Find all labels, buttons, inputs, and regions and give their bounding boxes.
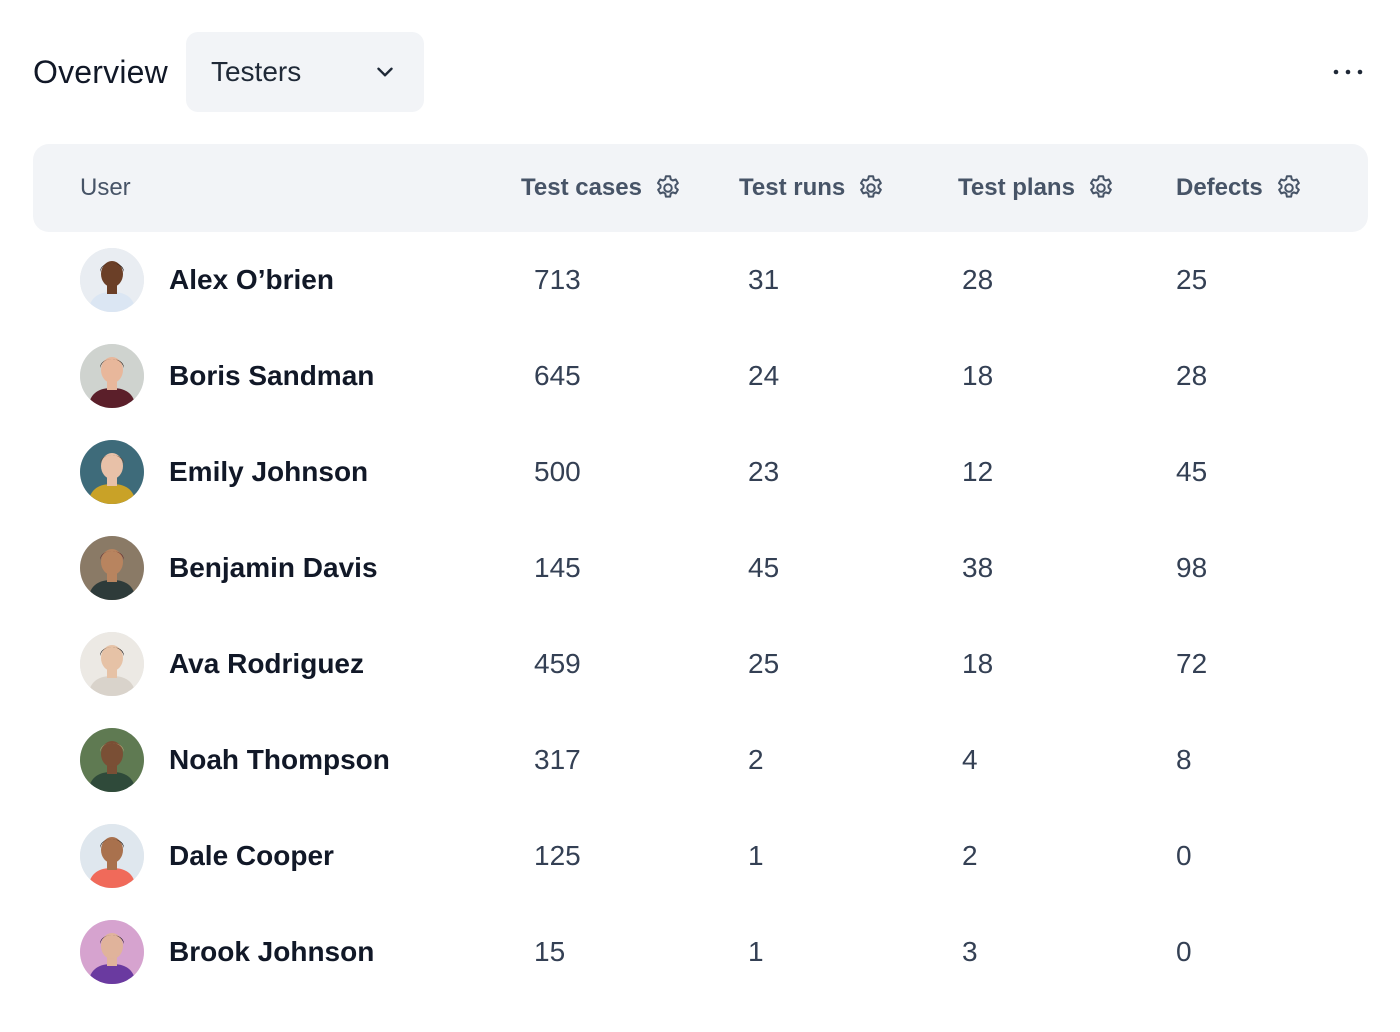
avatar[interactable] [80,248,144,312]
table-row[interactable]: Brook Johnson 15 1 3 0 [0,904,1400,1000]
test-plans-value: 2 [962,840,978,871]
test-plans-value: 18 [962,360,994,391]
table-row[interactable]: Benjamin Davis 145 45 38 98 [0,520,1400,616]
gear-icon[interactable] [1086,173,1116,203]
test-plans-value: 3 [962,936,978,967]
column-header-label: Test plans [958,174,1075,201]
user-avatar-icon [80,440,144,504]
defects-value: 72 [1176,648,1208,679]
avatar[interactable] [80,824,144,888]
user-avatar-icon [80,632,144,696]
column-header-label: Test runs [739,174,846,201]
test-plans-value: 18 [962,648,994,679]
page-header: Overview Testers [33,32,1368,112]
test-plans-value: 28 [962,264,994,295]
user-name[interactable]: Emily Johnson [169,456,369,487]
column-header-defects[interactable]: Defects [1176,144,1304,232]
test-runs-value: 31 [748,264,780,295]
column-header-test-runs[interactable]: Test runs [739,144,886,232]
column-header-label: Test cases [521,174,642,201]
test-runs-value: 45 [748,552,780,583]
test-runs-value: 25 [748,648,780,679]
test-cases-value: 500 [534,456,581,487]
table-row[interactable]: Ava Rodriguez 459 25 18 72 [0,616,1400,712]
avatar[interactable] [80,632,144,696]
test-runs-value: 1 [748,936,764,967]
avatar[interactable] [80,440,144,504]
test-cases-value: 645 [534,360,581,391]
defects-value: 45 [1176,456,1208,487]
table-row[interactable]: Noah Thompson 317 2 4 8 [0,712,1400,808]
role-select-value: Testers [210,56,302,87]
test-cases-value: 145 [534,552,581,583]
user-name[interactable]: Alex O’brien [169,264,334,295]
test-cases-value: 713 [534,264,581,295]
test-cases-value: 317 [534,744,581,775]
table-row[interactable]: Boris Sandman 645 24 18 28 [0,328,1400,424]
user-name[interactable]: Benjamin Davis [169,552,378,583]
test-plans-value: 12 [962,456,994,487]
gear-icon[interactable] [856,173,886,203]
table-row[interactable]: Emily Johnson 500 23 12 45 [0,424,1400,520]
avatar[interactable] [80,920,144,984]
defects-value: 8 [1176,744,1192,775]
chevron-down-icon [377,67,393,77]
user-name[interactable]: Boris Sandman [169,360,375,391]
avatar[interactable] [80,536,144,600]
test-cases-value: 459 [534,648,581,679]
test-runs-value: 24 [748,360,780,391]
defects-value: 98 [1176,552,1208,583]
column-header-test-plans[interactable]: Test plans [958,144,1116,232]
defects-value: 28 [1176,360,1208,391]
column-header-user[interactable]: User [80,144,131,232]
table-row[interactable]: Alex O’brien 713 31 28 25 [0,232,1400,328]
more-options-button[interactable] [1328,52,1368,92]
defects-value: 0 [1176,840,1192,871]
user-name[interactable]: Ava Rodriguez [169,648,364,679]
user-avatar-icon [80,248,144,312]
user-avatar-icon [80,344,144,408]
table-row[interactable]: Dale Cooper 125 1 2 0 [0,808,1400,904]
defects-value: 25 [1176,264,1208,295]
column-header-label: Defects [1176,174,1263,201]
gear-icon[interactable] [1274,173,1304,203]
user-name[interactable]: Dale Cooper [169,840,334,871]
test-cases-value: 15 [534,936,566,967]
user-avatar-icon [80,920,144,984]
test-runs-value: 1 [748,840,764,871]
test-runs-value: 23 [748,456,780,487]
column-header-test-cases[interactable]: Test cases [521,144,683,232]
user-avatar-icon [80,536,144,600]
test-plans-value: 38 [962,552,994,583]
avatar[interactable] [80,344,144,408]
user-name[interactable]: Brook Johnson [169,936,375,967]
gear-icon[interactable] [653,173,683,203]
more-horizontal-icon [1333,69,1363,75]
table-header: User Test cases Test runs Test plans Def [33,144,1368,232]
user-avatar-icon [80,824,144,888]
table-body: Alex O’brien 713 31 28 25 Boris Sandman 645 24 1… [0,232,1400,1000]
role-select[interactable]: Testers [185,32,424,112]
avatar[interactable] [80,728,144,792]
defects-value: 0 [1176,936,1192,967]
column-header-label: User [80,174,131,201]
test-plans-value: 4 [962,744,978,775]
page-title: Overview [33,53,168,90]
user-avatar-icon [80,728,144,792]
test-cases-value: 125 [534,840,581,871]
user-name[interactable]: Noah Thompson [169,744,390,775]
test-runs-value: 2 [748,744,764,775]
